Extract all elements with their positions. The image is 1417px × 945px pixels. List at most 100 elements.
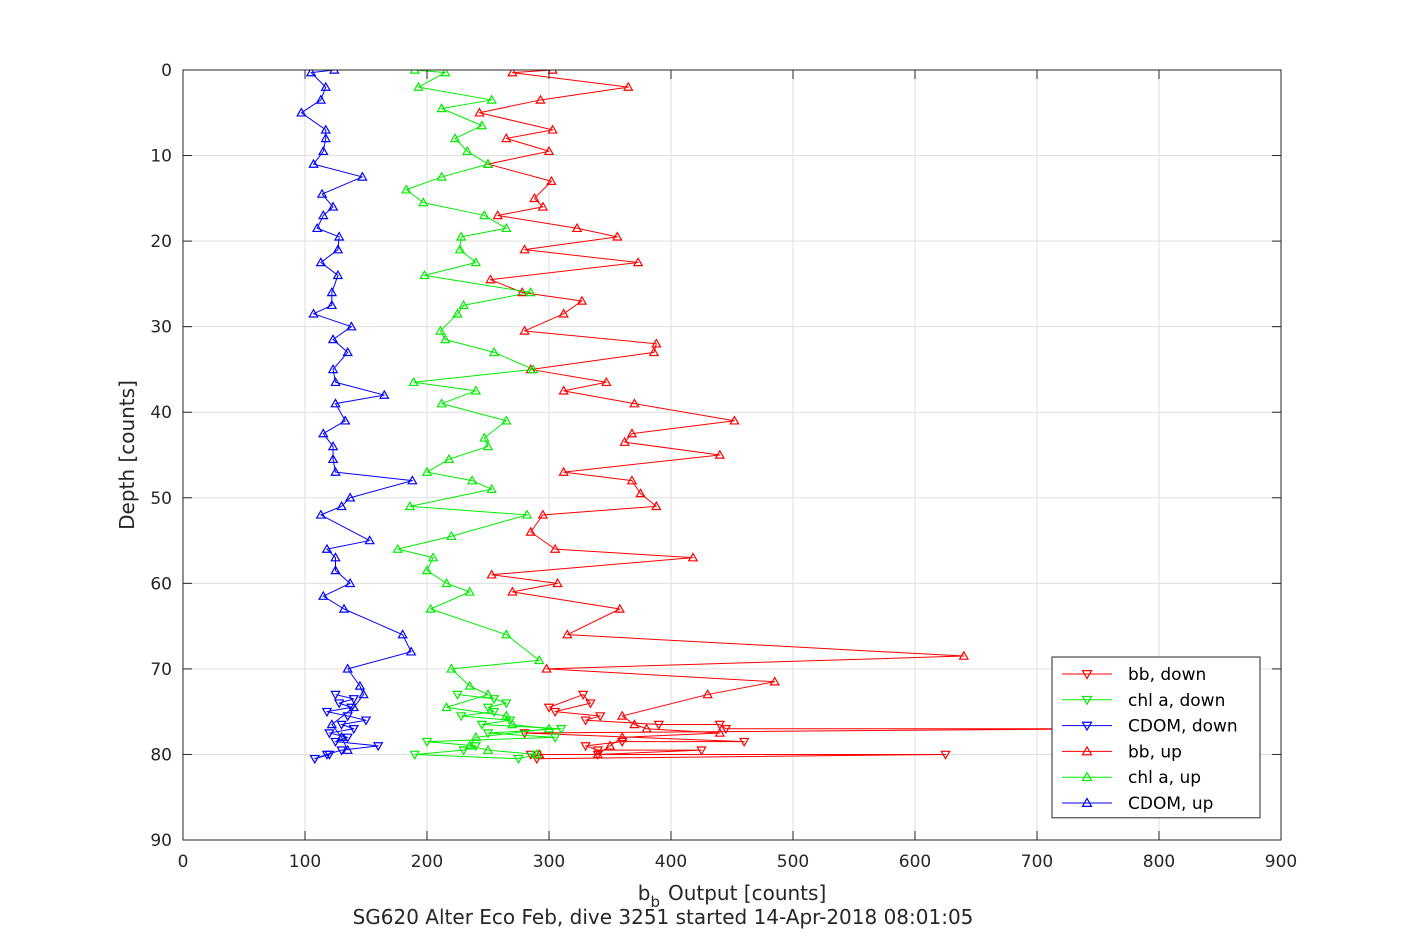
data-point — [488, 695, 500, 705]
data-point — [696, 746, 707, 756]
y-axis-label: Depth [counts] — [115, 380, 139, 530]
legend-item: CDOM, down — [1062, 717, 1238, 737]
data-point — [311, 222, 323, 233]
data-point — [318, 210, 329, 220]
data-point — [441, 577, 452, 588]
data-point — [501, 133, 512, 143]
data-point — [714, 449, 726, 459]
data-point — [405, 646, 417, 656]
chart-caption: SG620 Alter Eco Feb, dive 3251 started 1… — [353, 905, 974, 929]
data-point — [404, 500, 416, 511]
legend-item: chl a, up — [1062, 768, 1201, 788]
data-point — [332, 244, 344, 254]
data-point — [485, 274, 496, 284]
data-point — [488, 346, 500, 357]
data-point — [455, 712, 467, 722]
data-point — [348, 725, 360, 735]
data-point — [326, 299, 338, 310]
data-point — [316, 188, 328, 198]
data-point — [549, 543, 561, 553]
data-point — [318, 428, 329, 438]
data-point — [342, 346, 353, 357]
data-point — [443, 453, 455, 464]
data-point — [401, 184, 412, 194]
data-point — [333, 699, 345, 709]
data-point — [534, 654, 545, 665]
data-point — [470, 385, 482, 395]
data-point — [580, 716, 591, 726]
x-tick-label: 900 — [1265, 852, 1297, 872]
data-point — [958, 650, 970, 660]
data-point — [308, 158, 319, 168]
data-point — [525, 526, 536, 536]
data-point — [327, 364, 339, 374]
data-point — [619, 436, 630, 446]
legend-item: chl a, down — [1062, 691, 1225, 711]
data-point — [326, 287, 338, 297]
data-point — [635, 488, 646, 498]
data-point — [330, 398, 341, 408]
data-point — [519, 729, 530, 739]
data-point — [546, 175, 557, 185]
series-line — [300, 70, 413, 751]
series-3 — [474, 70, 970, 759]
legend: bb, down chl a, down CDOM, down bb, up chl a… — [1051, 656, 1261, 819]
data-point — [769, 676, 780, 686]
data-point — [324, 750, 335, 760]
data-point — [592, 746, 604, 756]
data-point — [501, 710, 512, 720]
data-point — [344, 492, 356, 502]
x-tick-label: 0 — [178, 852, 189, 872]
x-tick-label: 100 — [289, 852, 321, 872]
data-point — [321, 707, 333, 718]
data-point — [521, 509, 533, 519]
data-point — [336, 720, 347, 730]
data-point — [482, 441, 494, 451]
data-point — [419, 269, 430, 280]
y-tick-label: 60 — [150, 574, 172, 594]
series-line — [414, 694, 562, 760]
data-point — [440, 70, 451, 77]
series-line — [314, 694, 379, 760]
data-point — [537, 509, 549, 519]
data-point — [558, 385, 569, 395]
series-layer — [296, 70, 1116, 765]
legend-marker — [1081, 771, 1093, 782]
data-point — [324, 729, 335, 739]
series-line — [524, 694, 1111, 760]
axis-ticks: 0 100 200 300 400 500 600 700 800 900 0 10 20 30 40 50 6… — [150, 61, 1297, 872]
data-point — [455, 231, 467, 241]
data-point — [464, 586, 475, 596]
x-tick-label: 300 — [533, 852, 565, 872]
legend-marker — [1081, 670, 1093, 680]
data-point — [714, 727, 726, 737]
data-point — [482, 729, 494, 739]
x-axis-label-symbol: b — [638, 881, 651, 905]
series-line — [397, 70, 550, 755]
legend-marker — [1081, 721, 1093, 732]
data-point — [327, 334, 339, 344]
data-point — [454, 244, 466, 254]
data-point — [501, 699, 512, 709]
data-point — [501, 415, 512, 425]
data-point — [330, 376, 341, 387]
data-point — [340, 415, 351, 425]
data-point — [452, 690, 463, 700]
data-point — [543, 703, 555, 713]
data-point — [513, 754, 524, 765]
data-point — [543, 145, 555, 156]
data-point — [601, 376, 612, 387]
data-point — [482, 689, 494, 699]
legend-label: CDOM, up — [1128, 794, 1213, 814]
data-point — [296, 107, 307, 117]
data-point — [623, 81, 634, 91]
series-4 — [392, 70, 555, 759]
data-point — [344, 577, 356, 588]
data-point — [488, 707, 500, 718]
legend-label: bb, up — [1128, 742, 1182, 762]
x-tick-label: 600 — [899, 852, 931, 872]
data-point — [330, 737, 341, 748]
x-tick-label: 400 — [655, 852, 687, 872]
data-point — [408, 376, 419, 387]
data-point — [338, 603, 350, 613]
